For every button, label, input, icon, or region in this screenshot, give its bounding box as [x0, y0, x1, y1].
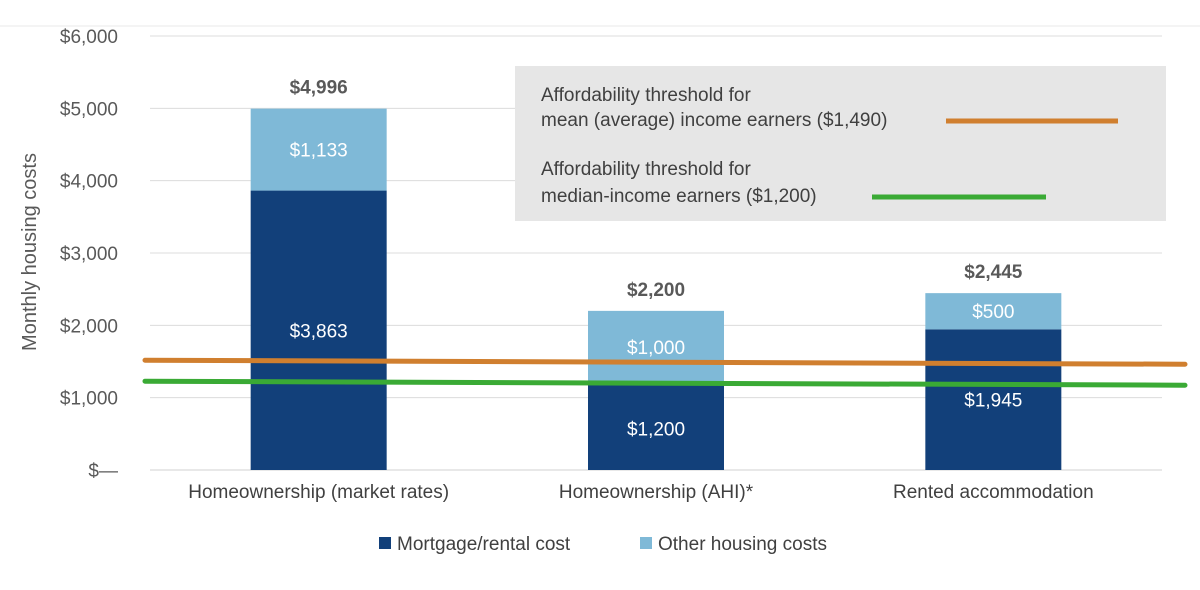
y-tick-label: $1,000 — [60, 389, 118, 410]
legend-label: Other housing costs — [658, 534, 827, 555]
y-tick-label: $3,000 — [60, 244, 118, 265]
callout-box — [515, 66, 1166, 221]
bar-total-label: $4,996 — [290, 78, 348, 99]
y-axis-ticks: $— $1,000 $2,000 $3,000 $4,000 $5,000 $6,000 — [60, 27, 118, 482]
bar-segment — [250, 108, 387, 191]
threshold-description: median-income earners ($1,200) — [541, 186, 817, 207]
bar-segment — [925, 329, 1062, 470]
threshold-description: mean (average) income earners ($1,490) — [541, 110, 887, 131]
y-axis-label: Monthly housing costs — [19, 153, 41, 351]
x-tick-label: Homeownership (market rates) — [188, 482, 449, 503]
bar-segment — [588, 383, 724, 470]
threshold-line — [142, 357, 1188, 367]
bar-value-label: $3,863 — [290, 321, 348, 342]
bar-value-label: $500 — [972, 302, 1014, 323]
legend: Mortgage/rental cost Other housing costs — [379, 534, 827, 555]
bars: $3,863 $1,133 $4,996 $1,200 $1,000 $2,200 $1,9… — [250, 78, 1062, 470]
bar-segment — [250, 190, 387, 470]
bar-segment — [925, 293, 1062, 330]
y-tick-label: $— — [88, 461, 118, 482]
threshold-callout: Affordability threshold for mean (average… — [515, 66, 1166, 221]
legend-swatch — [379, 537, 391, 549]
threshold-description: Affordability threshold for — [541, 85, 751, 106]
y-tick-label: $5,000 — [60, 99, 118, 120]
bar-value-label: $1,133 — [290, 141, 348, 162]
bar-value-label: $1,000 — [627, 338, 685, 359]
threshold-line — [142, 378, 1188, 388]
legend-label: Mortgage/rental cost — [397, 534, 571, 555]
bar-total-label: $2,445 — [964, 262, 1023, 283]
y-tick-label: $6,000 — [60, 27, 118, 48]
bar-value-label: $1,200 — [627, 419, 685, 440]
bar-value-label: $1,945 — [964, 391, 1022, 412]
legend-swatch — [640, 537, 652, 549]
x-tick-label: Rented accommodation — [893, 482, 1094, 503]
x-tick-label: Homeownership (AHI)* — [559, 482, 754, 503]
threshold-lines — [142, 357, 1188, 388]
bar-segment — [588, 310, 724, 384]
y-tick-label: $4,000 — [60, 172, 118, 193]
y-tick-label: $2,000 — [60, 316, 118, 337]
x-axis-ticks: Homeownership (market rates) Homeownershi… — [188, 482, 1093, 503]
threshold-description: Affordability threshold for — [541, 159, 751, 180]
bar-total-label: $2,200 — [627, 280, 685, 301]
